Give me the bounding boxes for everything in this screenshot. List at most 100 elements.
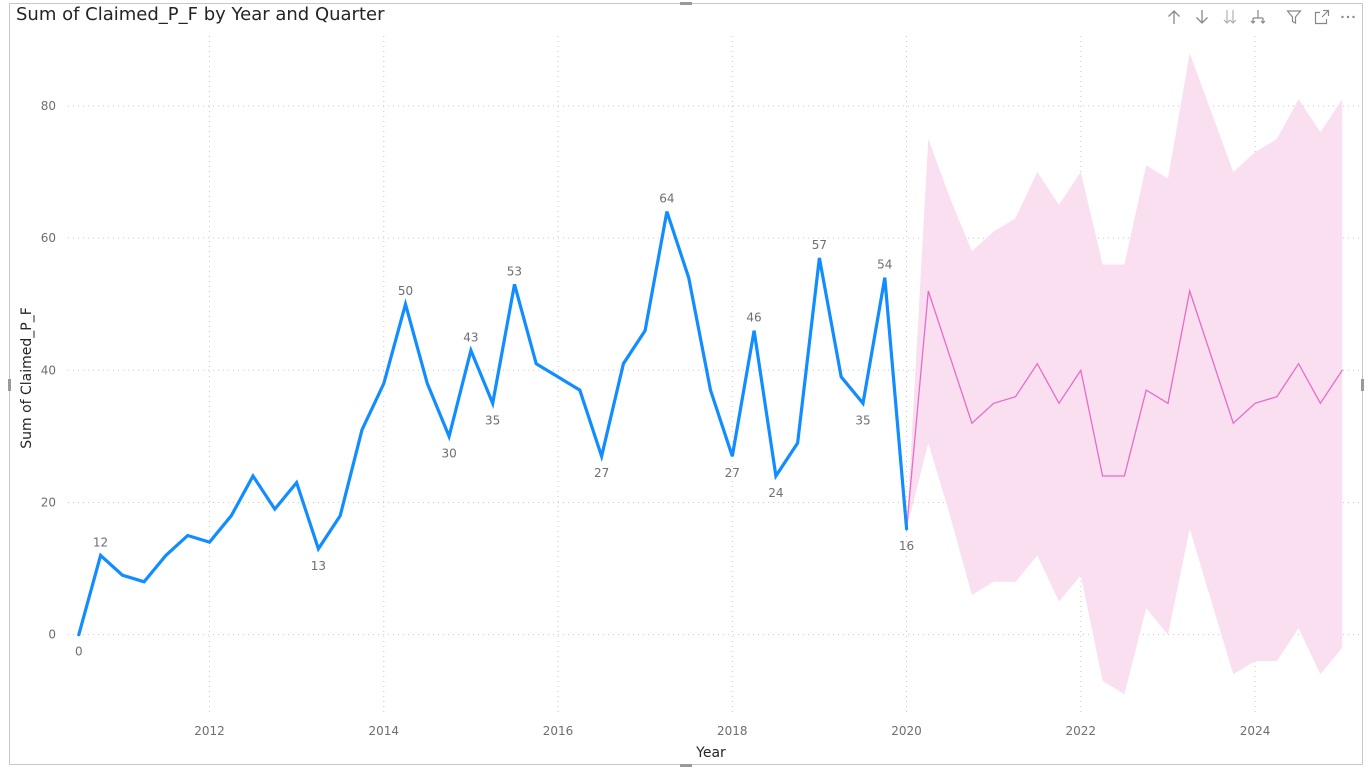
actual-line-point[interactable] — [599, 453, 605, 459]
x-tick-label: 2024 — [1240, 724, 1271, 738]
data-label: 50 — [398, 284, 413, 298]
y-tick-label: 0 — [48, 628, 56, 642]
forecast-line-point[interactable] — [969, 420, 975, 426]
actual-line-point[interactable] — [337, 513, 343, 519]
data-label: 57 — [812, 238, 827, 252]
actual-line-point[interactable] — [751, 328, 757, 334]
actual-line-point[interactable] — [294, 480, 300, 486]
drill-up-icon[interactable] — [1164, 6, 1184, 28]
forecast-line-point[interactable] — [1078, 367, 1084, 373]
actual-line-point[interactable] — [206, 539, 212, 545]
actual-line-point[interactable] — [76, 632, 82, 638]
forecast-line-point[interactable] — [1339, 367, 1345, 373]
data-label: 64 — [659, 192, 674, 206]
forecast-line-point[interactable] — [1252, 400, 1258, 406]
actual-line-point[interactable] — [163, 552, 169, 558]
actual-line-point[interactable] — [98, 552, 104, 558]
expand-hierarchy-icon[interactable] — [1248, 6, 1268, 28]
forecast-line-point[interactable] — [1100, 473, 1106, 479]
data-label: 35 — [855, 413, 870, 427]
actual-line-point[interactable] — [141, 579, 147, 585]
forecast-line-point[interactable] — [1187, 288, 1193, 294]
expand-next-level-icon[interactable] — [1220, 6, 1240, 28]
forecast-line-point[interactable] — [1209, 354, 1215, 360]
x-tick-label: 2022 — [1066, 724, 1097, 738]
forecast-line-point[interactable] — [1143, 387, 1149, 393]
actual-line-point[interactable] — [729, 453, 735, 459]
forecast-line-point[interactable] — [1121, 473, 1127, 479]
forecast-line-point[interactable] — [1230, 420, 1236, 426]
forecast-line[interactable] — [905, 288, 1343, 530]
actual-line-point[interactable] — [490, 400, 496, 406]
resize-handle-left[interactable] — [8, 379, 11, 391]
forecast-line-point[interactable] — [1034, 361, 1040, 367]
actual-line-point[interactable] — [315, 546, 321, 552]
actual-line-point[interactable] — [686, 275, 692, 281]
forecast-line-point[interactable] — [947, 354, 953, 360]
actual-line-point[interactable] — [119, 572, 125, 578]
forecast-line-point[interactable] — [991, 400, 997, 406]
x-tick-label: 2016 — [543, 724, 574, 738]
data-label: 53 — [507, 264, 522, 278]
actual-line-point[interactable] — [555, 374, 561, 380]
y-tick-label: 60 — [41, 231, 56, 245]
data-label: 30 — [441, 446, 456, 460]
actual-line-point[interactable] — [359, 427, 365, 433]
x-axis-ticks: 2012 2014 2016 2018 2020 2022 2024 — [194, 724, 1270, 738]
actual-line-point[interactable] — [424, 381, 430, 387]
x-tick-label: 2020 — [891, 724, 922, 738]
actual-line-point[interactable] — [577, 387, 583, 393]
y-tick-label: 20 — [41, 495, 56, 509]
actual-line-point[interactable] — [468, 347, 474, 353]
actual-line-point[interactable] — [708, 387, 714, 393]
forecast-line-point[interactable] — [1274, 394, 1280, 400]
chart-title: Sum of Claimed_P_F by Year and Quarter — [16, 4, 385, 25]
data-label: 24 — [768, 486, 783, 500]
actual-line-point[interactable] — [228, 513, 234, 519]
actual-line-point[interactable] — [773, 473, 779, 479]
forecast-line-point[interactable] — [1012, 394, 1018, 400]
actual-line-point[interactable] — [250, 473, 256, 479]
resize-handle-right[interactable] — [1361, 379, 1364, 391]
actual-line-point[interactable] — [816, 255, 822, 261]
actual-line[interactable] — [77, 211, 909, 637]
actual-line-point[interactable] — [882, 275, 888, 281]
x-tick-label: 2014 — [368, 724, 399, 738]
actual-line-point[interactable] — [185, 533, 191, 539]
actual-line-point[interactable] — [904, 526, 910, 532]
x-tick-label: 2018 — [717, 724, 748, 738]
series-lines — [77, 211, 1343, 637]
drill-down-icon[interactable] — [1192, 6, 1212, 28]
forecast-line-point[interactable] — [1317, 400, 1323, 406]
data-label: 35 — [485, 413, 500, 427]
resize-handle-bottom[interactable] — [680, 764, 692, 767]
actual-line-point[interactable] — [272, 506, 278, 512]
actual-line-point[interactable] — [446, 433, 452, 439]
resize-handle-top[interactable] — [680, 2, 692, 5]
y-axis-ticks: 0 20 40 60 80 — [41, 99, 56, 642]
forecast-line-point[interactable] — [1165, 400, 1171, 406]
data-label: 46 — [746, 311, 761, 325]
actual-line-point[interactable] — [664, 209, 670, 215]
data-label: 12 — [93, 535, 108, 549]
data-label: 0 — [75, 645, 83, 659]
actual-line-point[interactable] — [511, 281, 517, 287]
forecast-line-point[interactable] — [1056, 400, 1062, 406]
forecast-line-point[interactable] — [1296, 361, 1302, 367]
data-label: 43 — [463, 330, 478, 344]
focus-mode-icon[interactable] — [1312, 6, 1332, 28]
actual-line-point[interactable] — [620, 361, 626, 367]
forecast-line-point[interactable] — [925, 288, 931, 294]
actual-line-point[interactable] — [795, 440, 801, 446]
y-tick-label: 80 — [41, 99, 56, 113]
filter-icon[interactable] — [1284, 6, 1304, 28]
actual-line-point[interactable] — [381, 381, 387, 387]
actual-line-point[interactable] — [838, 374, 844, 380]
actual-line-point[interactable] — [860, 400, 866, 406]
data-label: 13 — [311, 559, 326, 573]
more-options-icon[interactable] — [1338, 6, 1358, 28]
actual-line-point[interactable] — [403, 301, 409, 307]
actual-line-point[interactable] — [642, 328, 648, 334]
actual-line-point[interactable] — [533, 361, 539, 367]
